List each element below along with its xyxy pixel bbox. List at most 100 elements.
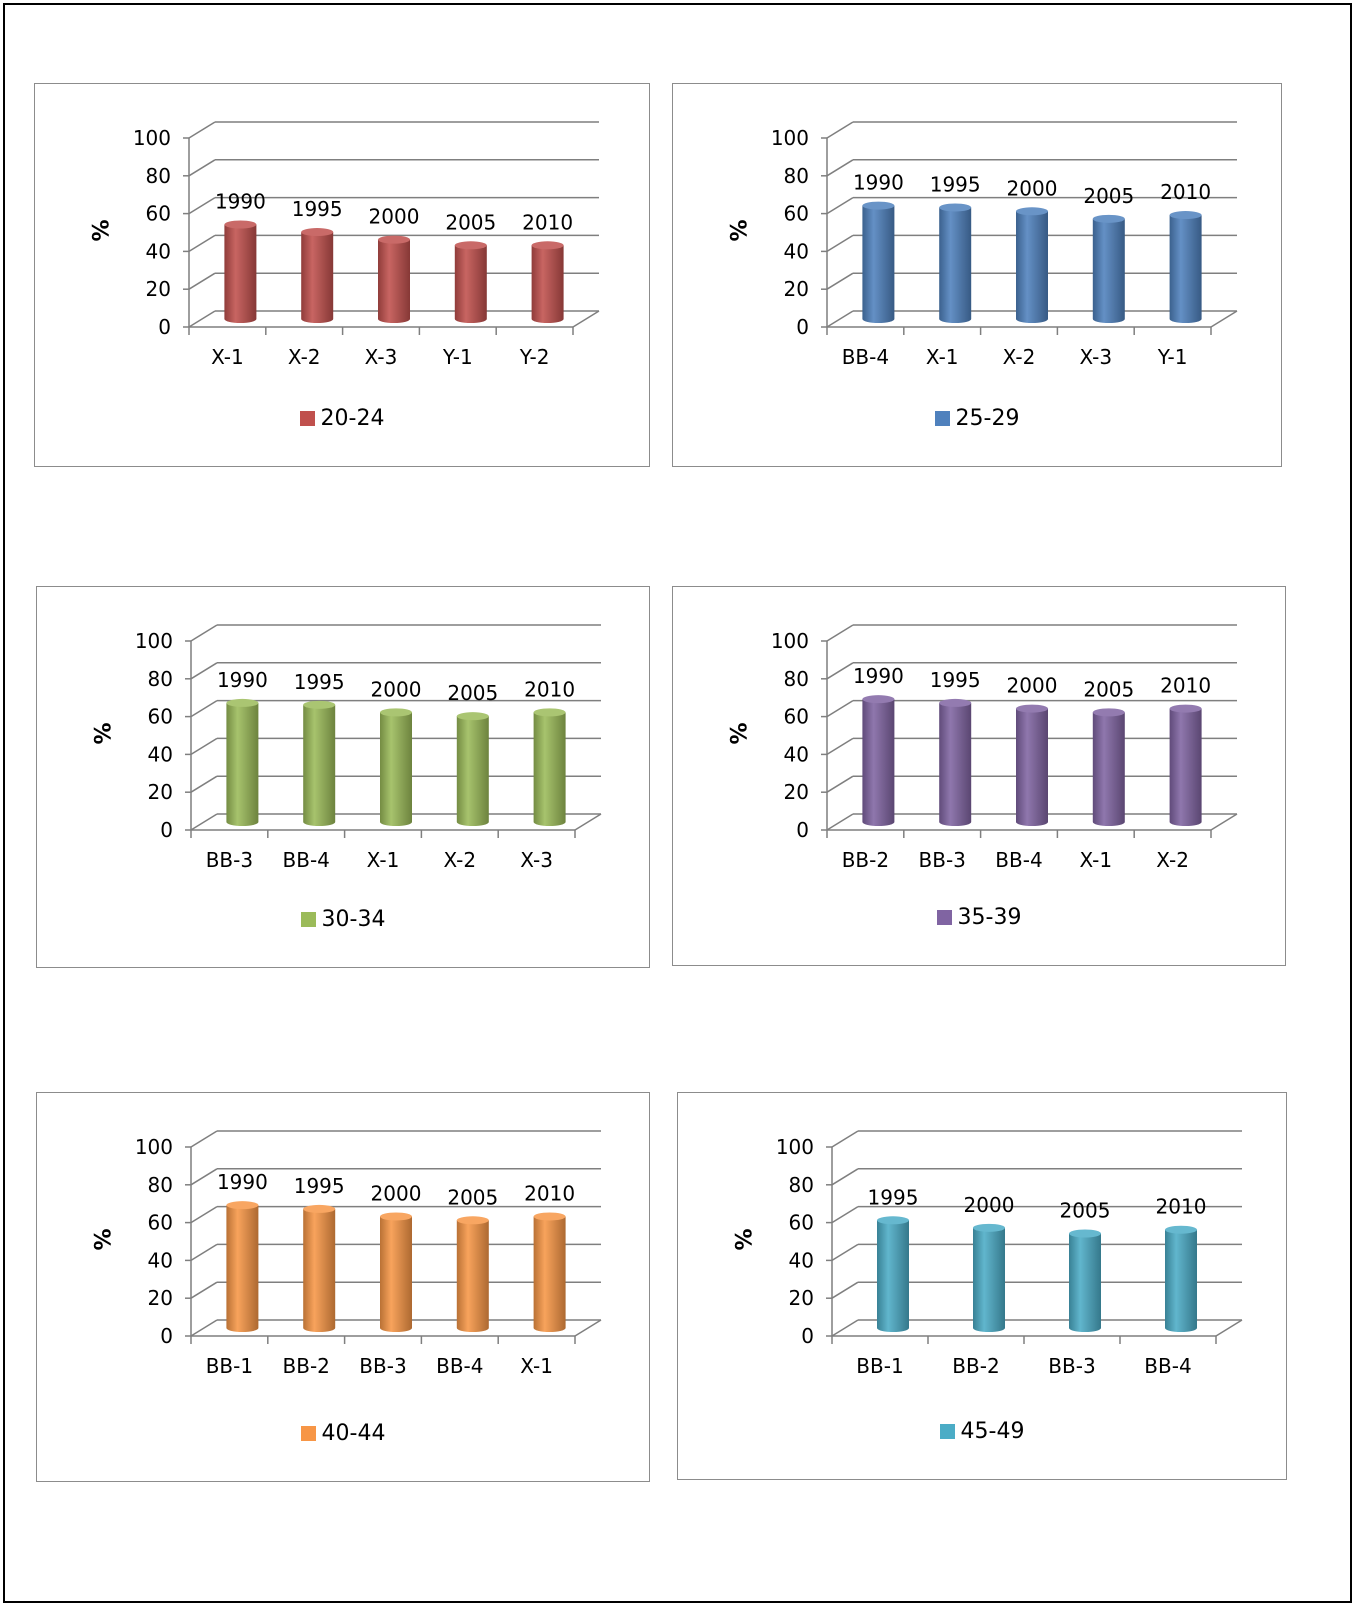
bar-top [877, 1216, 909, 1225]
bar-top [380, 1212, 412, 1221]
bar-top [939, 203, 972, 212]
gridline-diagonal [826, 699, 854, 718]
data-label: 2000 [1007, 674, 1058, 698]
gridline-diagonal [188, 272, 216, 290]
gridline-diagonal [190, 775, 218, 793]
y-tick-label: 80 [148, 667, 173, 691]
bar-top [454, 241, 487, 250]
gridline-diagonal [826, 272, 854, 290]
x-tick-label: BB-4 [1144, 1354, 1191, 1378]
bar [939, 702, 972, 826]
bar [1092, 712, 1125, 826]
bar [303, 1208, 336, 1332]
bar [1169, 708, 1202, 826]
x-tick-label: X-1 [520, 1354, 553, 1378]
legend: 30-34 [37, 907, 649, 932]
legend-swatch [939, 1424, 955, 1439]
bar-top [1169, 704, 1202, 713]
legend-swatch [300, 1426, 316, 1441]
bar [456, 716, 489, 826]
bar-top [226, 1201, 259, 1210]
data-label: 2005 [1083, 184, 1134, 208]
x-tick-label: BB-4 [995, 848, 1042, 872]
y-tick-label: 0 [801, 1324, 814, 1348]
legend: 25-29 [673, 406, 1281, 431]
y-tick-label: 40 [784, 239, 809, 263]
legend-label: 45-49 [960, 1419, 1025, 1444]
gridline-diagonal [190, 662, 218, 680]
bar [1016, 708, 1048, 826]
y-tick-label: 100 [135, 629, 173, 653]
gridline-diagonal [831, 1130, 859, 1148]
chart-panel: 0 20 40 60 80 100 1990 BB-3 1995 BB-4 2000 X-1 2005 X… [36, 586, 650, 968]
legend-label: 25-29 [955, 406, 1020, 431]
floor-edge [1210, 813, 1238, 831]
bar [973, 1227, 1005, 1332]
bar [862, 205, 895, 323]
data-label: 2010 [524, 677, 575, 701]
legend-swatch [934, 411, 950, 426]
data-label: 2005 [1083, 677, 1134, 701]
floor-edge [574, 1319, 602, 1337]
bar [454, 245, 487, 323]
y-tick-label: 40 [784, 742, 809, 766]
chart-panel: 0 20 40 60 80 100 1990 BB-4 1995 X-1 2000 X-2 2005 X-… [672, 83, 1282, 467]
bar-top [1092, 708, 1125, 717]
legend: 35-39 [673, 905, 1285, 930]
bar-top [939, 698, 972, 707]
x-tick-label: X-1 [211, 345, 244, 369]
y-tick-label: 0 [160, 1324, 173, 1348]
data-label: 1990 [217, 668, 268, 692]
x-tick-label: BB-1 [856, 1354, 903, 1378]
x-tick-label: X-2 [288, 345, 321, 369]
bar-top [533, 708, 566, 717]
bar-top [1092, 214, 1125, 223]
gridline-diagonal [190, 813, 218, 831]
y-tick-label: 0 [160, 818, 173, 842]
chart-svg: 0 20 40 60 80 100 1990 BB-3 1995 BB-4 2000 X-1 2005 X… [135, 624, 602, 872]
chart-svg: 0 20 40 60 80 100 1990 BB-4 1995 X-1 2000 X-2 2005 X-… [771, 121, 1238, 369]
y-tick-label: 40 [148, 1248, 173, 1272]
y-axis-label: % [91, 1228, 117, 1251]
x-tick-label: BB-4 [436, 1354, 483, 1378]
x-tick-label: X-1 [926, 345, 959, 369]
y-tick-label: 80 [789, 1173, 814, 1197]
data-label: 2010 [524, 1181, 575, 1205]
gridline-diagonal [188, 310, 216, 328]
data-label: 2010 [1160, 180, 1211, 204]
gridline-diagonal [188, 159, 216, 177]
gridline-diagonal [831, 1168, 859, 1186]
x-tick-label: X-2 [1156, 848, 1189, 872]
y-tick-label: 20 [148, 1286, 173, 1310]
gridline-diagonal [826, 624, 854, 642]
data-label: 1995 [294, 1174, 345, 1198]
bar [224, 224, 257, 323]
bar-top [456, 712, 489, 721]
x-tick-label: BB-1 [206, 1354, 253, 1378]
bar-top [456, 1216, 489, 1225]
y-tick-label: 60 [148, 1211, 173, 1235]
y-tick-label: 40 [789, 1248, 814, 1272]
y-tick-label: 80 [784, 164, 809, 188]
bar [939, 207, 972, 323]
data-label: 1995 [292, 197, 343, 221]
x-tick-label: X-3 [520, 848, 553, 872]
x-tick-label: Y-1 [1157, 345, 1188, 369]
gridline-diagonal [190, 1168, 218, 1186]
x-tick-label: X-3 [365, 345, 398, 369]
data-label: 1990 [215, 190, 266, 214]
bar [456, 1220, 489, 1332]
gridline-diagonal [190, 1243, 218, 1262]
gridline-diagonal [831, 1281, 859, 1299]
bar-top [303, 700, 336, 709]
y-tick-label: 0 [158, 315, 171, 339]
gridline-diagonal [831, 1319, 859, 1337]
gridline-diagonal [190, 1281, 218, 1299]
bar-top [301, 228, 334, 237]
data-label: 2000 [964, 1193, 1015, 1217]
y-tick-label: 100 [771, 126, 809, 150]
gridline-diagonal [188, 234, 216, 253]
y-tick-label: 60 [784, 705, 809, 729]
x-tick-label: BB-3 [919, 848, 966, 872]
gridline-diagonal [826, 121, 854, 139]
